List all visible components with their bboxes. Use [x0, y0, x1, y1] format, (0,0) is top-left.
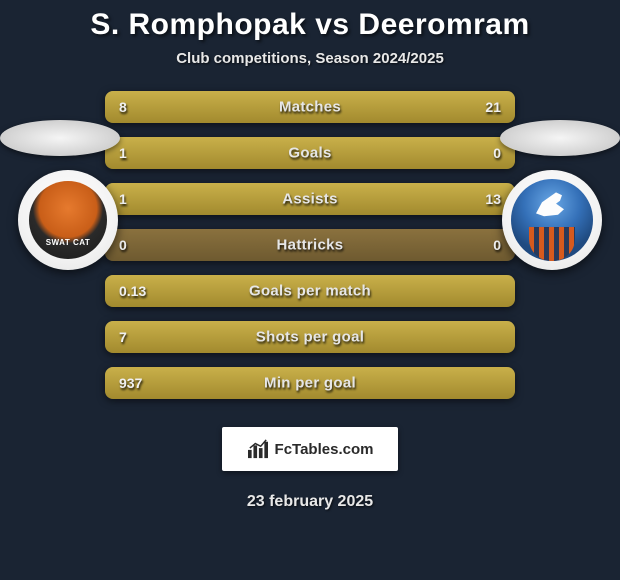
chart-icon [247, 439, 269, 459]
stat-value-left: 937 [119, 375, 142, 391]
stat-value-left: 0.13 [119, 283, 146, 299]
team1-badge[interactable]: SWAT CAT [18, 170, 118, 270]
stat-value-right: 21 [485, 99, 501, 115]
stat-label: Assists [282, 191, 337, 208]
stat-row: Assists 1 13 [105, 183, 515, 215]
date-text: 23 february 2025 [247, 493, 373, 511]
team2-badge[interactable] [502, 170, 602, 270]
stat-value-left: 1 [119, 145, 127, 161]
fctables-logo[interactable]: FcTables.com [222, 427, 398, 471]
stat-row: Goals per match 0.13 [105, 275, 515, 307]
player1-name: S. Romphopak [90, 8, 306, 41]
stat-row: Matches 8 21 [105, 91, 515, 123]
stat-label: Goals [288, 145, 331, 162]
stat-row: Hattricks 0 0 [105, 229, 515, 261]
stat-value-right: 0 [493, 145, 501, 161]
player2-oval [500, 120, 620, 156]
stat-label: Matches [279, 99, 341, 116]
stat-value-left: 8 [119, 99, 127, 115]
stat-label: Shots per goal [256, 329, 364, 346]
stat-value-left: 0 [119, 237, 127, 253]
team1-crest-icon: SWAT CAT [29, 181, 107, 259]
logo-text: FcTables.com [275, 441, 374, 458]
stat-rows-container: Matches821Goals10Assists113Hattricks00Go… [105, 91, 515, 399]
stat-label: Goals per match [249, 283, 371, 300]
stat-row: Goals 1 0 [105, 137, 515, 169]
team1-badge-text: SWAT CAT [46, 238, 91, 247]
stat-value-left: 1 [119, 191, 127, 207]
stat-label: Hattricks [277, 237, 344, 254]
stat-value-right: 13 [485, 191, 501, 207]
player1-oval [0, 120, 120, 156]
stat-row: Shots per goal 7 [105, 321, 515, 353]
player2-name: Deeromram [358, 8, 529, 41]
stat-value-right: 0 [493, 237, 501, 253]
subtitle: Club competitions, Season 2024/2025 [176, 50, 444, 67]
team2-crest-icon [511, 179, 593, 261]
stat-value-left: 7 [119, 329, 127, 345]
stat-row: Min per goal 937 [105, 367, 515, 399]
vs-text: vs [315, 8, 349, 41]
stat-label: Min per goal [264, 375, 356, 392]
page-title: S. Romphopak vs Deeromram [90, 8, 529, 42]
bar-right [218, 91, 515, 123]
